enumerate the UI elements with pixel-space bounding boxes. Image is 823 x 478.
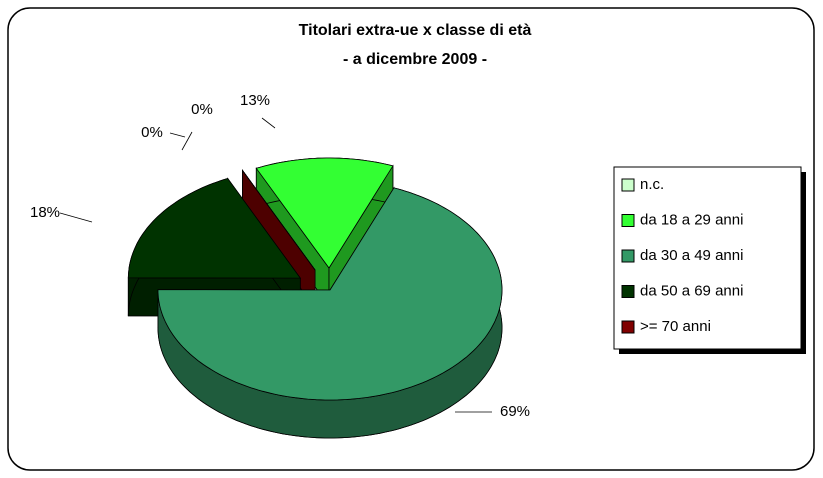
slice-top [157, 187, 503, 401]
data-label: 0% [141, 124, 163, 141]
chart-title: Titolari extra-ue x classe di età [299, 22, 532, 39]
legend-swatch [621, 285, 635, 298]
pie [127, 157, 503, 439]
data-label: 18% [30, 204, 60, 221]
slice-top [127, 178, 302, 279]
slice-top [242, 170, 316, 271]
leader-line [261, 117, 276, 129]
legend-swatch [621, 178, 635, 192]
legend-label: da 30 a 49 anni [640, 247, 743, 264]
data-label: 0% [191, 101, 213, 118]
slice-top [255, 157, 394, 269]
data-label: 13% [240, 92, 270, 109]
legend-label: da 50 a 69 anni [640, 282, 743, 299]
legend-swatch [621, 214, 635, 227]
legend-swatch [621, 320, 635, 334]
leader-line [181, 131, 193, 151]
data-label: 69% [500, 403, 530, 420]
legend-label: >= 70 anni [640, 318, 711, 335]
leader-line [169, 132, 186, 138]
legend-swatch [621, 249, 635, 263]
chart-subtitle: - a dicembre 2009 - [343, 51, 487, 68]
legend-box [613, 166, 802, 350]
legend-label: n.c. [640, 176, 664, 193]
leader-line [59, 212, 93, 223]
legend-label: da 18 a 29 anni [640, 211, 743, 228]
